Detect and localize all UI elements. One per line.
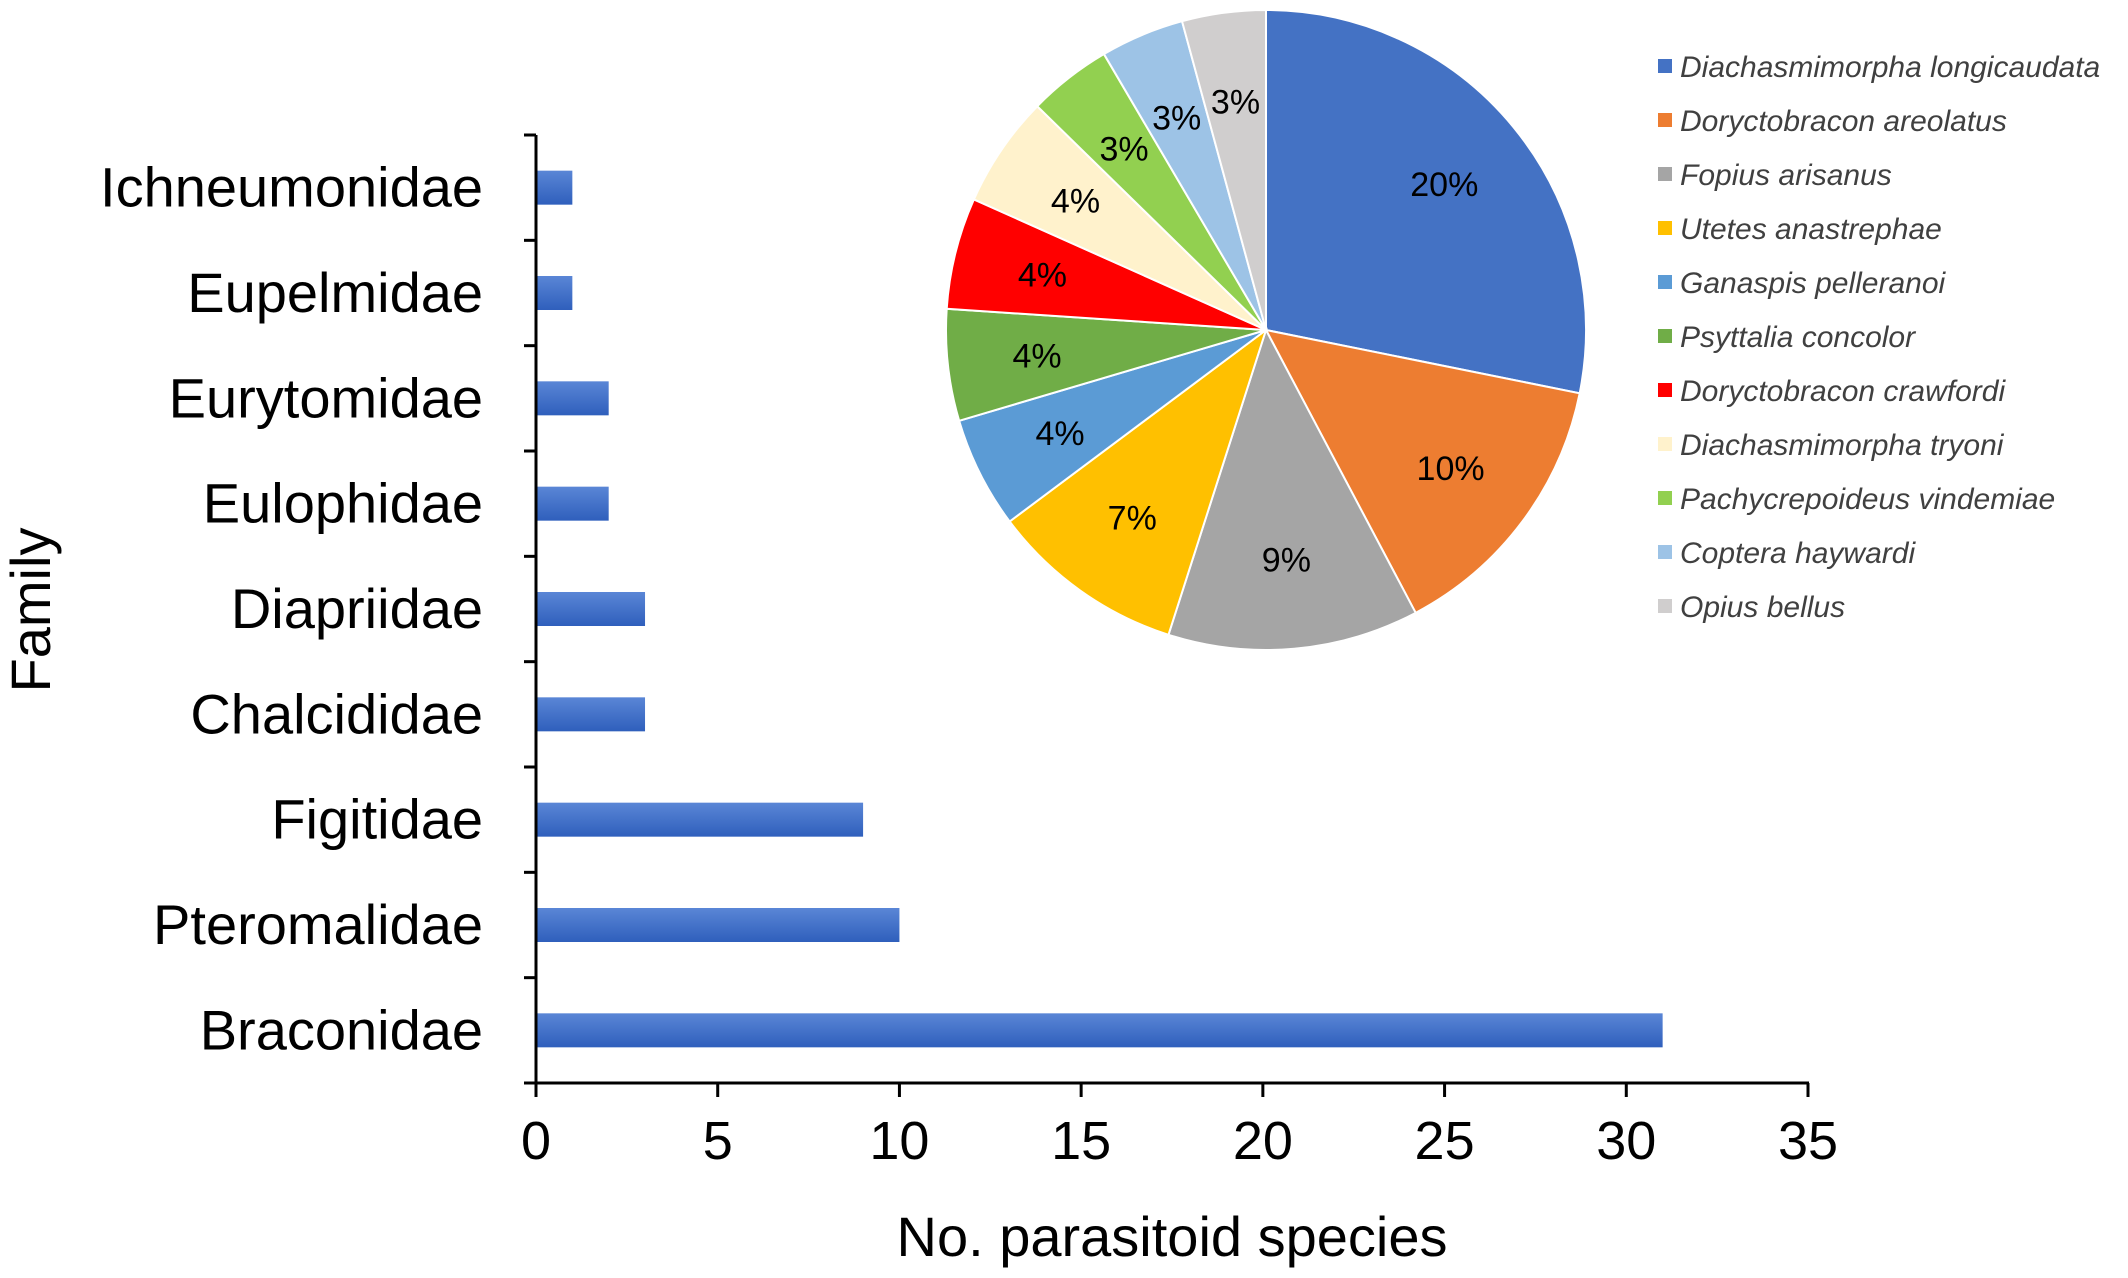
bars [536,170,1663,1048]
legend-swatch [1658,221,1672,235]
legend-swatch [1658,437,1672,451]
legend-swatch [1658,59,1672,73]
bar-chalcididae [536,697,646,732]
category-label-diapriidae: Diapriidae [231,577,483,640]
bar-pteromalidae [536,908,900,942]
bar-chart: Ichneumonidae Eupelmidae Eurytomidae Euloph… [0,133,1838,1268]
category-label-figitidae: Figitidae [271,788,483,851]
pie-value-label: 10% [1417,450,1485,488]
legend-swatch [1658,113,1672,127]
category-label-eupelmidae: Eupelmidae [187,261,483,324]
x-axis-title: No. parasitoid species [897,1205,1448,1268]
pie-value-label: 20% [1410,166,1478,204]
legend-label-psyttalia-concolor: Psyttalia concolor [1680,321,1916,354]
legend-swatch [1658,275,1672,289]
x-tick-label: 20 [1233,1111,1293,1171]
pie-slice-fopius-arisanus [1167,327,1418,651]
pie-value-label: 4% [1035,415,1084,453]
x-tick-label: 25 [1415,1111,1475,1171]
legend-label-diachasmimorpha-longicaudata: Diachasmimorpha longicaudata [1680,51,2100,84]
legend-swatch [1658,383,1672,397]
legend-label-opius-bellus: Opius bellus [1680,591,1845,624]
bar-eupelmidae [536,276,573,310]
y-axis-title: Family [0,528,62,693]
pie-value-label: 3% [1152,100,1201,138]
legend-swatch [1658,329,1672,343]
pie-slices [945,8,1587,651]
pie-value-label: 7% [1108,500,1157,538]
x-tick-label: 0 [521,1111,551,1171]
category-label-pteromalidae: Pteromalidae [153,893,483,956]
pie-value-label: 9% [1262,541,1311,579]
legend: Diachasmimorpha longicaudata Doryctobraco… [1658,51,2100,624]
x-tick-label: 15 [1051,1111,1111,1171]
legend-label-fopius-arisanus: Fopius arisanus [1680,159,1892,192]
pie-slice-utetes-anastrephae [1008,327,1268,637]
legend-swatch [1658,545,1672,559]
y-axis [524,133,538,1085]
category-labels: Ichneumonidae Eupelmidae Eurytomidae Euloph… [100,156,483,1062]
category-label-ichneumonidae: Ichneumonidae [100,156,483,219]
pie-chart: 20%10%9%7%4%4%4%4%3%3% 3% [945,8,1587,651]
category-label-eulophidae: Eulophidae [203,472,483,535]
legend-label-utetes-anastrephae: Utetes anastrephae [1680,213,1942,246]
x-tick-label: 5 [703,1111,733,1171]
legend-label-doryctobracon-crawfordi: Doryctobracon crawfordi [1680,375,2006,408]
legend-label-coptera-haywardi: Coptera haywardi [1680,537,1916,570]
legend-swatch [1658,167,1672,181]
category-label-chalcididae: Chalcididae [190,682,483,745]
legend-swatch [1658,599,1672,613]
pie-slice-opius-bellus [1180,8,1267,331]
bar-eurytomidae [536,381,609,416]
pie-value-label: 4% [1012,337,1061,375]
bar-diapriidae [536,592,646,626]
x-tick-label: 35 [1778,1111,1838,1171]
pie-value-label: 3% [1211,84,1260,122]
legend-label-diachasmimorpha-tryoni: Diachasmimorpha tryoni [1680,429,2005,462]
category-label-braconidae: Braconidae [200,998,483,1061]
pie-slice-diachasmimorpha-longicaudata [1265,8,1587,395]
pie-value-label: 4% [1051,182,1100,220]
pie-value-label: 3% [1099,131,1148,169]
legend-label-ganaspis-pelleranoi: Ganaspis pelleranoi [1680,267,1947,300]
category-label-eurytomidae: Eurytomidae [169,366,483,429]
x-tick-label: 30 [1596,1111,1656,1171]
x-tick-label: 10 [869,1111,929,1171]
legend-label-pachycrepoideus-vindemiae: Pachycrepoideus vindemiae [1680,483,2055,516]
bar-braconidae [536,1013,1663,1048]
pie-value-label: 4% [1018,256,1067,294]
bar-figitidae [536,802,864,837]
pie-slice-doryctobracon-areolatus [1264,328,1581,615]
legend-swatch [1658,491,1672,505]
bar-ichneumonidae [536,170,573,205]
bar-eulophidae [536,486,609,521]
pie-labels: 20%10%9%7%4%4%4%4%3%3% 3% [1012,84,1484,580]
x-axis: 0 5 10 15 20 25 30 35 [521,1081,1838,1171]
legend-label-doryctobracon-areolatus: Doryctobracon areolatus [1680,105,2007,138]
